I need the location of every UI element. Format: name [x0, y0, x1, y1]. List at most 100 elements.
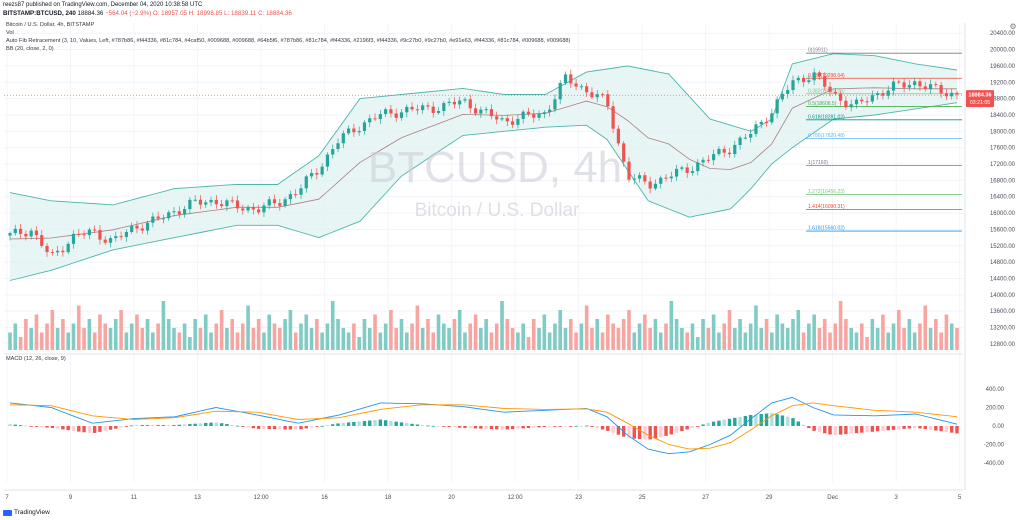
volume-bar — [235, 332, 240, 350]
macd-histogram-bar — [547, 426, 552, 427]
price-axis[interactable]: 12800.00 13200.00 13600.00 14000.00 14400.00… — [990, 31, 1016, 348]
macd-histogram-bar — [177, 424, 181, 426]
gear-icon[interactable]: ⚙ — [1009, 22, 1017, 31]
macd-histogram-bar — [315, 426, 319, 427]
bb-fill — [10, 53, 957, 281]
volume-bar — [256, 319, 261, 350]
candle-body — [378, 114, 382, 120]
candle-body — [172, 211, 176, 213]
candle-body — [452, 101, 457, 105]
volume-bar — [547, 332, 552, 350]
candle-body — [500, 118, 504, 120]
macd-histogram-bar — [870, 426, 875, 432]
candle-body — [590, 92, 594, 98]
volume-bar — [251, 328, 256, 350]
macd-histogram-bar — [341, 422, 346, 426]
macd-tick-label: 400.00 — [986, 387, 1005, 393]
volume-bar — [309, 328, 314, 350]
volume-bar — [426, 319, 430, 350]
volume-bar — [76, 305, 81, 350]
macd-histogram-bar — [770, 413, 774, 426]
candle-body — [532, 114, 536, 118]
indicator-fib[interactable]: Auto Fib Retracement (3, 10, Values, Lef… — [6, 38, 571, 44]
volume-bar — [341, 328, 346, 350]
price-tick-label: 17600.00 — [990, 146, 1016, 152]
volume-bar — [748, 323, 753, 350]
candle-body — [8, 233, 12, 236]
candle-body — [336, 143, 340, 150]
volume-bar — [722, 323, 727, 350]
macd-histogram-bar — [320, 425, 324, 427]
time-tick-label: 12:00 — [508, 495, 524, 501]
indicator-volume[interactable]: Vol — [6, 30, 14, 36]
macd-histogram-bar — [484, 426, 488, 429]
volume-bar — [45, 323, 49, 350]
macd-histogram-bar — [219, 423, 224, 426]
macd-histogram-bar — [82, 426, 86, 433]
volume-bar — [923, 305, 928, 350]
macd-histogram-bar — [865, 426, 869, 433]
candle-body — [188, 199, 192, 210]
candle-body — [675, 168, 679, 177]
candle-body — [648, 181, 652, 189]
volume-bar — [203, 314, 208, 350]
macd-histogram-bar — [272, 426, 277, 430]
macd-histogram-bar — [844, 426, 848, 435]
macd-pane — [8, 396, 959, 455]
macd-tick-label: -200.00 — [984, 442, 1005, 448]
macd-histogram-bar — [24, 425, 28, 427]
macd-histogram-bar — [34, 426, 39, 427]
macd-histogram-bar — [283, 426, 287, 430]
macd-histogram-bar — [198, 423, 203, 426]
candle-body — [145, 222, 150, 231]
price-tick-label: 18800.00 — [990, 97, 1016, 103]
macd-histogram-bar — [690, 426, 695, 428]
symbol-name[interactable]: BITSTAMP:BTCUSD, 240 — [3, 10, 76, 17]
volume-bar — [278, 328, 282, 350]
volume-bar — [680, 328, 684, 350]
macd-histogram-bar — [849, 426, 853, 434]
macd-histogram-bar — [357, 421, 361, 426]
time-axis[interactable]: 7 9 11 13 12:00 16 18 20 12:00 23 25 27 29 Dec 3 5 — [5, 495, 962, 501]
macd-histogram-bar — [907, 426, 912, 429]
price-tick-label: 20400.00 — [990, 31, 1016, 37]
fib-label: 0.382(18919.06) — [808, 88, 845, 94]
volume-bar — [315, 319, 319, 350]
volume-bar — [151, 332, 155, 350]
price-tick-label: 18000.00 — [990, 129, 1016, 135]
volume-bar — [531, 319, 536, 350]
macd-histogram-bar — [145, 425, 150, 426]
macd-histogram-bar — [293, 426, 298, 430]
macd-histogram-bar — [156, 425, 160, 426]
candle-body — [384, 109, 388, 115]
macd-histogram-bar — [431, 425, 435, 427]
macd-histogram-bar — [378, 419, 383, 426]
indicator-bb[interactable]: BB (20, close, 2, 0) — [6, 46, 54, 52]
candle-body — [902, 82, 906, 88]
candle-body — [659, 177, 663, 184]
volume-bar — [166, 319, 171, 350]
volume-bar — [447, 328, 451, 350]
volume-bar — [611, 323, 615, 350]
price-tick-label: 16800.00 — [990, 178, 1016, 184]
indicator-macd[interactable]: MACD (12, 26, close, 9) — [6, 356, 66, 362]
volume-bar — [627, 310, 631, 350]
macd-histogram-bar — [114, 426, 118, 429]
candle-body — [161, 218, 166, 220]
candle-body — [907, 85, 911, 88]
candle-body — [749, 133, 753, 138]
macd-histogram-bar — [727, 418, 732, 426]
volume-bar — [791, 319, 795, 350]
macd-histogram-bar — [188, 424, 192, 426]
price-tick-label: 14800.00 — [990, 260, 1016, 266]
candle-body — [801, 77, 806, 83]
candle-body — [262, 205, 266, 213]
candle-body — [421, 105, 425, 111]
candle-body — [637, 175, 642, 179]
macd-histogram-bar — [918, 426, 922, 429]
candle-body — [315, 173, 319, 175]
fib-label: 0.236(19298.04) — [808, 73, 845, 79]
volume-bar — [775, 314, 779, 350]
volume-bar — [394, 328, 399, 350]
candle-body — [283, 199, 287, 206]
